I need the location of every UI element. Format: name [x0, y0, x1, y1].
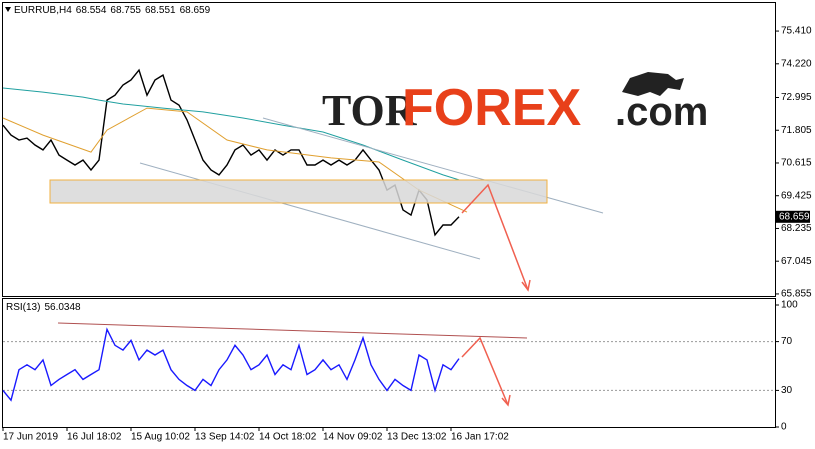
rsi-value: 56.0348	[44, 302, 81, 313]
price-tag-label: 68.659	[779, 211, 810, 222]
y-tick-label: 69.425	[781, 190, 812, 201]
y-tick-label: 74.220	[781, 58, 812, 69]
resistance-zone	[49, 179, 548, 204]
y-tick-label: 0	[781, 422, 787, 433]
y-tick-label: 100	[781, 300, 798, 311]
x-tick-label: 13 Dec 13:02	[387, 432, 447, 443]
y-tick-label: 68.235	[781, 223, 812, 234]
rsi-header: RSI(13) 56.0348	[6, 302, 81, 313]
x-tick-label: 17 Jun 2019	[3, 432, 58, 443]
x-tick-label: 14 Nov 09:02	[323, 432, 383, 443]
low: 68.551	[145, 5, 176, 16]
high: 68.755	[110, 5, 141, 16]
rsi-panel	[2, 298, 776, 428]
arrow-head	[501, 394, 511, 407]
series-line	[2, 87, 460, 181]
y-tick-label: 71.805	[781, 125, 812, 136]
series-line	[2, 327, 460, 402]
header-arrow	[5, 7, 11, 12]
channel-line	[139, 162, 481, 260]
logo-bull	[622, 72, 684, 96]
forecast-arrow	[461, 336, 509, 406]
logo: TOR FOREX .com	[322, 72, 708, 137]
x-tick-label: 16 Jan 17:02	[451, 432, 509, 443]
logo-com: .com	[615, 90, 708, 134]
forecast-arrow	[461, 183, 529, 291]
x-tick-label: 13 Sep 14:02	[195, 432, 255, 443]
open: 68.554	[76, 5, 107, 16]
rsi-trend-line	[57, 322, 528, 339]
header: EURRUB,H4 68.554 68.755 68.551 68.659	[14, 5, 211, 16]
y-tick-label: 67.045	[781, 256, 812, 267]
close: 68.659	[180, 5, 211, 16]
x-tick-label: 14 Oct 18:02	[259, 432, 317, 443]
logo-tor: TOR	[322, 86, 418, 135]
rsi-title: RSI(13)	[6, 302, 40, 313]
arrow-head	[521, 279, 531, 292]
y-tick-label: 75.410	[781, 26, 812, 37]
series-line	[2, 107, 468, 213]
price-tag	[776, 210, 810, 223]
symbol: EURRUB,H4	[14, 5, 72, 16]
y-tick-label: 30	[781, 385, 793, 396]
y-tick-label: 65.855	[781, 289, 812, 300]
logo-forex: FOREX	[402, 79, 581, 137]
x-tick-label: 16 Jul 18:02	[67, 432, 122, 443]
x-tick-label: 15 Aug 10:02	[131, 432, 190, 443]
price-panel	[2, 2, 776, 297]
y-tick-label: 72.995	[781, 92, 812, 103]
y-tick-label: 70.615	[781, 158, 812, 169]
y-tick-label: 70	[781, 336, 793, 347]
